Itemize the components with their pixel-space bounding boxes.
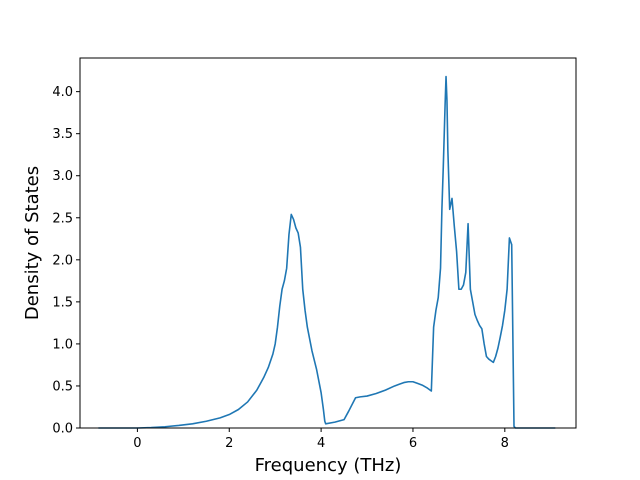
dos-series-line — [98, 75, 556, 429]
x-tick-label: 8 — [501, 436, 509, 451]
y-tick-label: 0.0 — [52, 422, 73, 437]
y-tick-label: 1.0 — [52, 337, 73, 352]
y-tick-label: 3.5 — [52, 127, 73, 142]
y-tick-label: 1.5 — [52, 295, 73, 310]
series-layer — [98, 75, 556, 429]
y-tick-label: 2.0 — [52, 253, 73, 268]
y-axis-label: Density of States — [22, 166, 43, 320]
x-axis-label: Frequency (THz) — [255, 455, 402, 476]
x-tick-label: 6 — [409, 436, 417, 451]
x-tick-label: 4 — [317, 436, 325, 451]
x-tick-label: 2 — [225, 436, 233, 451]
y-tick-label: 2.5 — [52, 211, 73, 226]
x-tick-label: 0 — [133, 436, 141, 451]
plot-background — [80, 58, 576, 428]
x-axis-ticks: 0 2 4 6 8 — [133, 428, 509, 451]
y-tick-label: 0.5 — [52, 379, 73, 394]
y-tick-label: 4.0 — [52, 85, 73, 100]
y-axis-ticks: 0.0 0.5 1.0 1.5 2.0 2.5 3.0 3.5 4.0 — [52, 85, 80, 437]
plot-frame — [79, 57, 577, 429]
y-tick-label: 3.0 — [52, 169, 73, 184]
